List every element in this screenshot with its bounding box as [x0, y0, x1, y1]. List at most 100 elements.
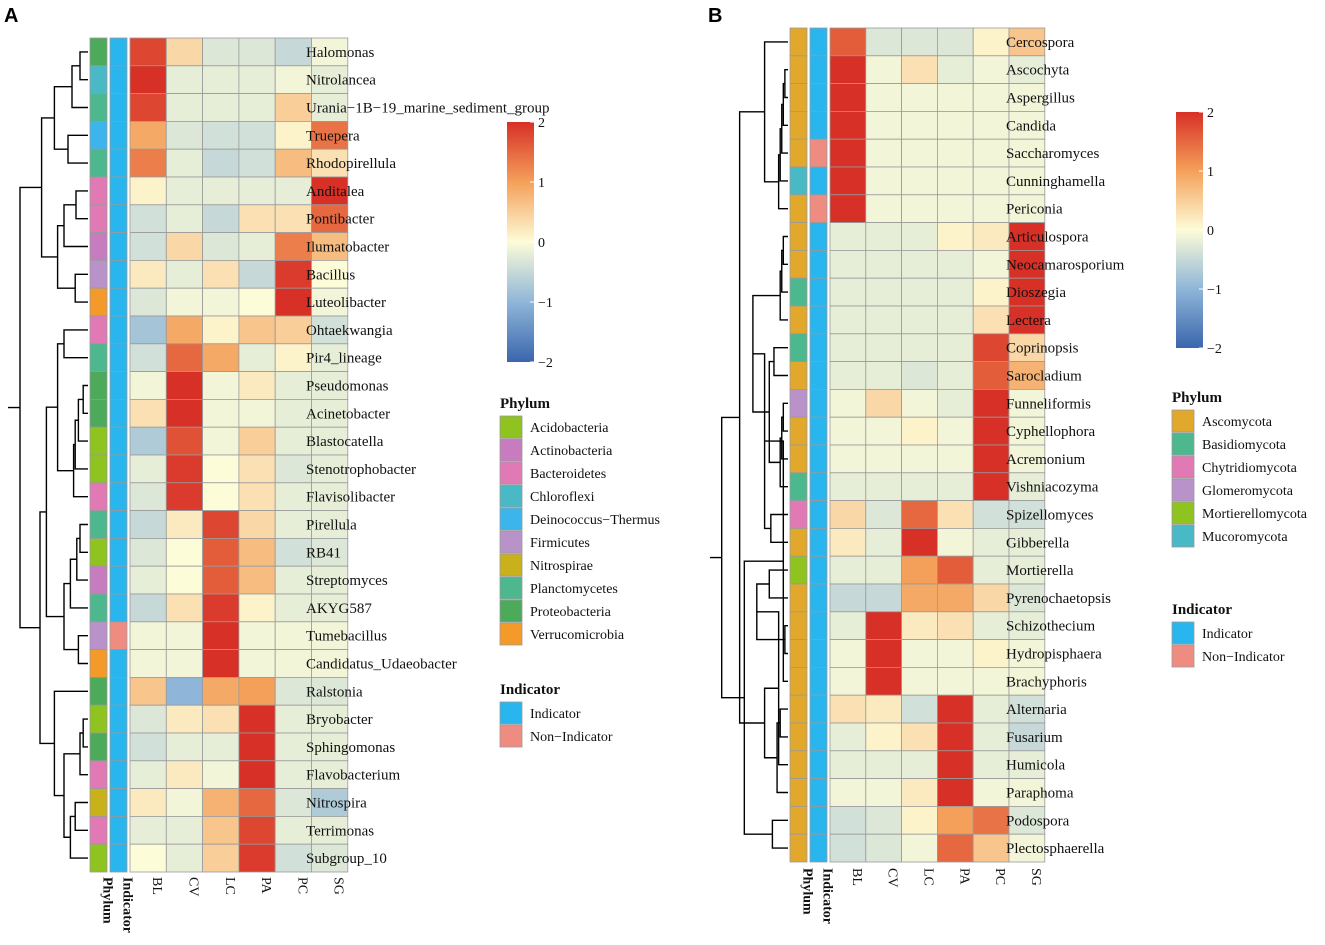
dendrogram-branch — [782, 402, 788, 432]
legend-swatch — [499, 724, 523, 748]
heatmap-cell — [129, 760, 167, 789]
phylum-cell — [89, 454, 108, 484]
heatmap-cell — [165, 538, 204, 567]
legend-title: Indicator — [1172, 602, 1232, 618]
row-label: Luteolibacter — [306, 295, 386, 311]
row-label: Sarocladium — [1006, 369, 1082, 385]
annotation-label: Phylum — [800, 868, 815, 915]
heatmap-cell — [165, 621, 204, 650]
row-label: Humicola — [1006, 758, 1065, 774]
heatmap-cell — [129, 454, 167, 484]
heatmap-cell — [129, 204, 167, 234]
heatmap-cell — [972, 333, 1010, 362]
phylum-cell — [89, 343, 108, 372]
heatmap-cell — [829, 555, 867, 585]
heatmap-cell — [311, 121, 349, 150]
heatmap-cell — [829, 166, 867, 196]
heatmap-cell — [274, 760, 312, 789]
heatmap-cell — [1008, 778, 1046, 807]
row-label: Cyphellophora — [1006, 424, 1095, 440]
indicator-cell — [809, 333, 828, 362]
indicator-cell — [109, 704, 128, 734]
dendrogram-branch — [67, 134, 88, 164]
phylum-cell — [789, 750, 808, 779]
phylum-annotation-column — [89, 37, 108, 873]
legend-swatch — [1171, 409, 1195, 433]
phylum-cell — [789, 778, 808, 807]
dendrogram-branch — [82, 718, 88, 748]
heatmap-cell — [972, 667, 1010, 696]
heatmap-cell — [238, 760, 276, 789]
legend-swatch — [499, 530, 523, 554]
row-label: Pseudomonas — [306, 379, 389, 395]
heatmap-cell — [972, 416, 1010, 446]
heatmap-cell — [829, 388, 867, 418]
heatmap-cell — [937, 138, 974, 168]
scale-tick-label: 1 — [538, 176, 545, 191]
legend-label: Acidobacteria — [530, 421, 609, 436]
panel-a: A Halomonas Nitrolancea Urania−1B−19_marin… — [4, 5, 660, 933]
phylum-cell — [89, 593, 108, 623]
heatmap-cell — [274, 816, 312, 845]
heatmap-cell — [129, 843, 167, 873]
legend-swatch — [499, 622, 523, 646]
heatmap-cell — [972, 833, 1010, 863]
heatmap-cell — [274, 510, 312, 539]
heatmap-cell — [165, 287, 204, 317]
heatmap-cell — [829, 444, 867, 474]
heatmap-cell — [129, 677, 167, 706]
row-label: Periconia — [1006, 202, 1063, 218]
heatmap-cell — [311, 37, 349, 67]
heatmap-cell — [901, 583, 938, 613]
indicator-cell — [109, 538, 128, 567]
heatmap-cell — [829, 694, 867, 724]
column-label: PC — [294, 877, 309, 894]
row-label: Bacillus — [306, 267, 355, 283]
heatmap-cell — [1008, 194, 1046, 224]
phylum-cell — [89, 232, 108, 261]
heatmap-cell — [829, 138, 867, 168]
phylum-cell — [89, 259, 108, 289]
heatmap-cell — [129, 816, 167, 845]
indicator-cell — [809, 667, 828, 696]
indicator-cell — [809, 305, 828, 335]
heatmap-cell — [1008, 500, 1046, 529]
color-scale-bar — [507, 122, 534, 362]
annotation-label: Indicator — [120, 877, 135, 933]
phylum-cell — [789, 333, 808, 362]
heatmap-cell — [937, 166, 974, 196]
heatmap-cell — [937, 833, 974, 863]
heatmap-cell — [829, 667, 867, 696]
indicator-cell — [109, 37, 128, 67]
dendrogram-branch — [768, 569, 788, 599]
heatmap-cell — [202, 287, 240, 317]
indicator-cell — [809, 472, 828, 501]
heatmap-cell — [129, 732, 167, 762]
dendrogram-branch — [771, 819, 788, 849]
heatmap-cell — [274, 93, 312, 122]
heatmap-cell — [165, 315, 204, 345]
legend-title: Phylum — [500, 396, 551, 412]
heatmap-cell — [937, 27, 974, 57]
row-label: Truepera — [306, 128, 360, 144]
heatmap-cell — [202, 677, 240, 706]
indicator-cell — [809, 806, 828, 835]
heatmap-cell — [311, 204, 349, 234]
row-label: Paraphoma — [1006, 786, 1074, 802]
phylum-legend: Phylum Acidobacteria Actinobacteria Bactero… — [499, 396, 660, 646]
heatmap-cell — [165, 176, 204, 206]
heatmap-cell — [901, 333, 938, 362]
heatmap-cell — [129, 510, 167, 539]
heatmap-cell — [311, 621, 349, 650]
heatmap-cell — [238, 65, 276, 95]
indicator-cell — [809, 222, 828, 251]
heatmap-cell — [274, 649, 312, 678]
heatmap-cell — [937, 583, 974, 613]
heatmap-cell — [937, 639, 974, 668]
legend-swatch — [499, 507, 523, 531]
heatmap-cell — [165, 65, 204, 95]
row-label: Flavisolibacter — [306, 490, 395, 506]
indicator-cell — [809, 166, 828, 196]
row-label: Candida — [1006, 118, 1056, 134]
row-label: Rhodopirellula — [306, 156, 396, 172]
